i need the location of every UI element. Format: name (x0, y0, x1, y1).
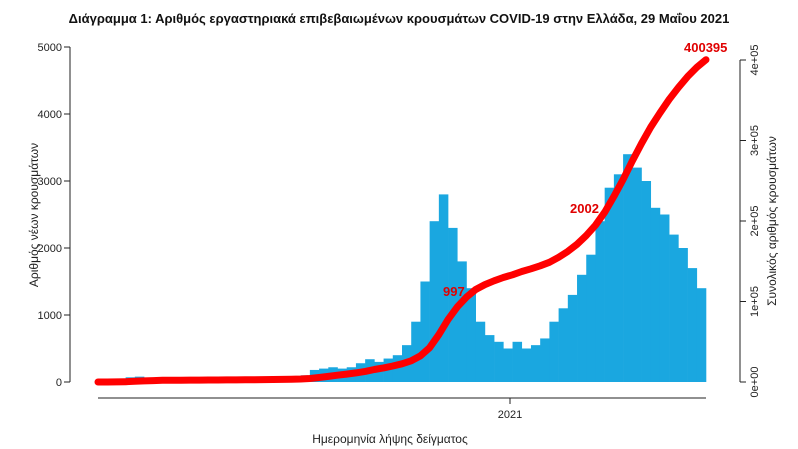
bar (604, 187, 615, 382)
bar (641, 181, 652, 382)
bar (696, 288, 707, 382)
bar (521, 348, 532, 382)
bar (503, 348, 513, 382)
y-tick-label: 0 (56, 377, 62, 389)
bar (530, 345, 541, 382)
bar (494, 341, 504, 382)
bar (687, 268, 698, 382)
bar (429, 221, 440, 382)
bar (448, 227, 458, 382)
y-tick-label: 4000 (38, 109, 62, 121)
bar (678, 248, 688, 382)
bar (457, 261, 467, 382)
y2-tick-label: 0e+00 (749, 367, 761, 398)
cumulative-line (94, 56, 710, 386)
y-tick-label: 5000 (38, 42, 62, 54)
y2-tick-label: 4e+05 (749, 45, 761, 76)
bar (411, 321, 421, 382)
bar (669, 234, 679, 382)
bar (623, 154, 633, 382)
bar (438, 194, 449, 382)
y-tick-label: 3000 (38, 176, 62, 188)
right-ticks: 0e+00 1e+05 2e+05 3e+05 4e+05 (740, 45, 761, 398)
annotation-2002: 2002 (570, 201, 599, 216)
bar (632, 167, 642, 382)
y-tick-label: 2000 (38, 243, 62, 255)
bar (650, 207, 661, 382)
chart-title: Διάγραμμα 1: Αριθμός εργαστηριακά επιβεβ… (68, 11, 730, 26)
bar (613, 174, 624, 382)
x-tick-label: 2021 (498, 409, 522, 421)
bar (466, 288, 476, 382)
bar (475, 321, 486, 382)
bar (549, 321, 559, 382)
y2-tick-label: 1e+05 (749, 286, 761, 317)
bar (586, 254, 596, 382)
bar (577, 274, 587, 382)
left-ticks: 0 1000 2000 3000 4000 5000 (38, 42, 70, 389)
y2-tick-label: 2e+05 (749, 206, 761, 237)
annotation-400395: 400395 (684, 40, 727, 55)
bar (567, 294, 578, 382)
bar (659, 214, 670, 382)
bar (484, 335, 495, 382)
y2-tick-label: 3e+05 (749, 125, 761, 156)
bar (595, 221, 605, 382)
y-tick-label: 1000 (38, 310, 62, 322)
bar (420, 281, 430, 382)
bar (392, 355, 403, 382)
x-axis-label: Ημερομηνία λήψης δείγματος (312, 432, 468, 446)
y2-axis-label: Συνολικός αριθμός κρουσμάτων (765, 136, 779, 306)
bar (558, 308, 569, 382)
y-axis-label: Αριθμός νέων κρουσμάτων (27, 143, 41, 287)
annotation-997: 997 (443, 284, 465, 299)
bar (540, 338, 550, 382)
bar (512, 341, 523, 382)
